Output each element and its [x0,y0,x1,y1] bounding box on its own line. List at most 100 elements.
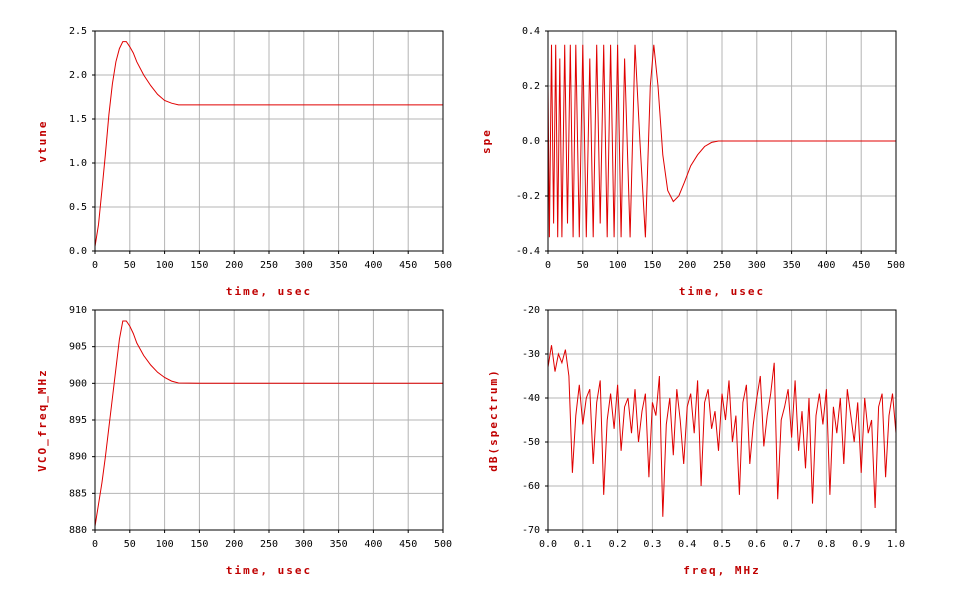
x-tick-label: 50 [577,260,589,271]
x-tick-label: 300 [295,260,313,271]
series-line [94,320,443,527]
x-tick-label: 450 [852,260,870,271]
tick-layer: 0 50 100 150 200 250 300 350 400 450 500 0.0 0.5 1.0 1… [69,26,452,271]
y-tick-label: 905 [69,342,87,353]
y-tick-label: 910 [69,305,87,316]
y-tick-label: 1.5 [69,114,87,125]
plot-frame [94,30,444,252]
y-tick-label: 2.0 [69,70,87,81]
y-axis-label: spe [480,128,493,154]
x-tick-label: 150 [643,260,661,271]
tick-layer: 0.0 0.1 0.2 0.3 0.4 0.5 0.6 0.7 0.8 0.9 1.0 -70 -60 -… [522,305,905,550]
x-tick-label: 500 [887,260,905,271]
x-tick-label: 0.1 [574,539,592,550]
y-tick-label: 895 [69,415,87,426]
plot-frame [547,30,897,252]
x-tick-label: 200 [678,260,696,271]
y-tick-label: 2.5 [69,26,87,37]
y-tick-label: 0.0 [522,136,540,147]
tick-layer: 0 50 100 150 200 250 300 350 400 450 500 -0.4 -0.2 0.… [516,26,905,271]
grid-layer [548,310,896,530]
x-tick-label: 0.7 [783,539,801,550]
y-tick-label: 0.4 [522,26,540,37]
grid-layer [95,310,443,530]
plot-vtune: 0 50 100 150 200 250 300 350 400 450 500 0.0 0.5 1.0 1… [36,26,452,298]
x-tick-label: 450 [399,539,417,550]
y-axis-label: VCO_freq_MHz [36,368,49,471]
x-tick-label: 0.6 [748,539,766,550]
trace-layer [94,41,443,247]
x-tick-label: 250 [260,260,278,271]
y-tick-label: 885 [69,488,87,499]
x-tick-label: 0 [92,260,98,271]
x-tick-label: 150 [190,539,208,550]
x-axis-label: freq, MHz [683,564,761,577]
x-tick-label: 200 [225,260,243,271]
x-tick-label: 350 [330,539,348,550]
y-tick-label: 1.0 [69,158,87,169]
y-tick-label: 0.5 [69,202,87,213]
plot-spe: 0 50 100 150 200 250 300 350 400 450 500 -0.4 -0.2 0.… [480,26,905,298]
y-tick-label: 880 [69,525,87,536]
trace-layer [547,345,897,517]
x-tick-label: 350 [783,260,801,271]
y-tick-label: -50 [522,437,540,448]
x-tick-label: 0.9 [852,539,870,550]
x-tick-label: 400 [364,260,382,271]
x-tick-label: 350 [330,260,348,271]
x-tick-label: 400 [364,539,382,550]
y-tick-label: 900 [69,378,87,389]
x-tick-label: 100 [609,260,627,271]
series-line [547,345,897,517]
y-tick-label: 0.0 [69,246,87,257]
x-tick-label: 250 [713,260,731,271]
y-tick-label: 0.2 [522,81,540,92]
x-tick-label: 1.0 [887,539,905,550]
x-tick-label: 0.8 [817,539,835,550]
x-tick-label: 500 [434,539,452,550]
y-axis-label: vtune [36,119,49,162]
y-tick-label: -60 [522,481,540,492]
x-axis-label: time, usec [226,285,312,298]
y-tick-label: 890 [69,452,87,463]
y-tick-label: -70 [522,525,540,536]
trace-layer [547,44,896,238]
y-tick-label: -30 [522,349,540,360]
x-axis-label: time, usec [226,564,312,577]
x-tick-label: 300 [295,539,313,550]
trace-layer [94,320,443,527]
x-tick-label: 0.3 [643,539,661,550]
plot-frame [547,309,897,531]
grid-layer [95,31,443,251]
x-tick-label: 0 [545,260,551,271]
x-axis-label: time, usec [679,285,765,298]
y-tick-label: -20 [522,305,540,316]
x-tick-label: 0.5 [713,539,731,550]
x-tick-label: 200 [225,539,243,550]
x-tick-label: 100 [156,539,174,550]
x-tick-label: 0 [92,539,98,550]
x-tick-label: 50 [124,539,136,550]
y-axis-label: dB(spectrum) [487,368,500,471]
x-tick-label: 300 [748,260,766,271]
x-tick-label: 150 [190,260,208,271]
plot-spectrum: 0.0 0.1 0.2 0.3 0.4 0.5 0.6 0.7 0.8 0.9 1.0 -70 -60 -… [487,305,905,577]
plot-vco-freq: 0 50 100 150 200 250 300 350 400 450 500 880 885 890 8… [36,305,452,577]
y-tick-label: -0.4 [516,246,540,257]
tick-layer: 0 50 100 150 200 250 300 350 400 450 500 880 885 890 8… [69,305,452,550]
y-tick-label: -0.2 [516,191,540,202]
x-tick-label: 450 [399,260,417,271]
x-tick-label: 0.2 [609,539,627,550]
x-tick-label: 50 [124,260,136,271]
x-tick-label: 250 [260,539,278,550]
series-line [94,41,443,247]
plot-frame [94,309,444,531]
x-tick-label: 0.0 [539,539,557,550]
x-tick-label: 500 [434,260,452,271]
x-tick-label: 0.4 [678,539,696,550]
x-tick-label: 100 [156,260,174,271]
y-tick-label: -40 [522,393,540,404]
series-line [547,44,896,238]
x-tick-label: 400 [817,260,835,271]
